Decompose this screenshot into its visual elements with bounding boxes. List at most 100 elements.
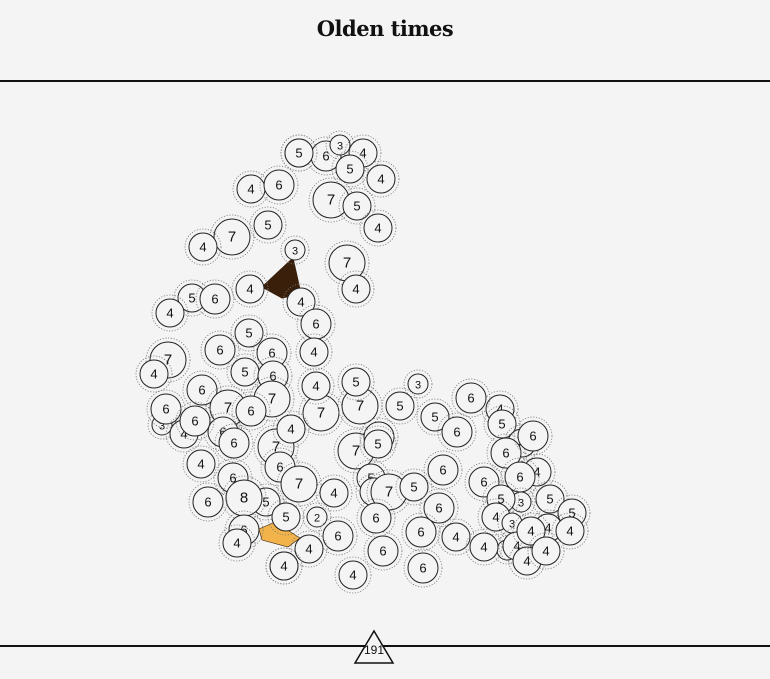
node-24[interactable]: 6 (200, 330, 240, 370)
node-circle[interactable] (455, 382, 487, 414)
node-circle[interactable] (301, 371, 331, 401)
node-circle[interactable] (319, 478, 349, 508)
node-49[interactable]: 6 (437, 412, 477, 452)
node-103[interactable]: 4 (334, 556, 372, 594)
node-101[interactable]: 4 (290, 530, 328, 568)
node-circle[interactable] (341, 274, 371, 304)
node-circle[interactable] (490, 437, 522, 469)
node-circle[interactable] (405, 516, 437, 548)
node-circle[interactable] (555, 516, 585, 546)
node-circle[interactable] (139, 359, 169, 389)
node-circle[interactable] (516, 516, 546, 546)
node-8[interactable]: 7 (308, 177, 354, 223)
node-5[interactable]: 4 (362, 160, 400, 198)
node-9[interactable]: 5 (338, 187, 376, 225)
node-57[interactable]: 5 (359, 425, 397, 463)
node-circle[interactable] (204, 334, 236, 366)
node-circle[interactable] (338, 560, 368, 590)
node-102[interactable]: 4 (265, 547, 303, 585)
node-58[interactable]: 6 (214, 423, 254, 463)
node-circle[interactable] (335, 154, 365, 184)
node-27[interactable]: 4 (295, 333, 333, 371)
node-circle[interactable] (186, 374, 218, 406)
node-22[interactable]: 5 (230, 314, 268, 352)
node-17[interactable]: 4 (231, 270, 269, 308)
node-circle[interactable] (367, 535, 399, 567)
node-circle[interactable] (222, 528, 252, 558)
node-12[interactable]: 7 (209, 214, 255, 260)
node-circle[interactable] (441, 522, 471, 552)
node-circle[interactable] (269, 551, 299, 581)
node-79[interactable]: 4 (315, 474, 353, 512)
node-circle[interactable] (276, 414, 306, 444)
node-99[interactable]: 6 (363, 531, 403, 571)
node-74[interactable]: 6 (419, 488, 459, 528)
node-circle[interactable] (192, 486, 224, 518)
node-45[interactable]: 3 (403, 369, 433, 399)
node-circle[interactable] (284, 239, 306, 261)
node-6[interactable]: 4 (232, 170, 270, 208)
node-86[interactable]: 6 (401, 512, 441, 552)
node-83[interactable]: 5 (267, 498, 305, 536)
node-16[interactable]: 4 (337, 270, 375, 308)
orange-highlight-shape[interactable] (258, 521, 301, 548)
node-23[interactable]: 4 (151, 294, 189, 332)
node-circle[interactable] (218, 427, 250, 459)
node-circle[interactable] (363, 429, 393, 459)
node-circle[interactable] (188, 232, 218, 262)
node-78[interactable]: 6 (356, 498, 396, 538)
node-70[interactable]: 6 (513, 416, 553, 456)
node-circle[interactable] (186, 449, 216, 479)
node-82[interactable]: 2 (302, 502, 332, 532)
node-circle[interactable] (407, 373, 429, 395)
node-80[interactable]: 5 (531, 480, 569, 518)
node-28[interactable]: 5 (226, 353, 264, 391)
node-77[interactable]: 6 (188, 482, 228, 522)
node-circle[interactable] (280, 465, 318, 503)
node-85[interactable]: 4 (218, 524, 256, 562)
node-7[interactable]: 6 (259, 165, 299, 205)
node-34[interactable]: 6 (146, 389, 186, 429)
node-90[interactable]: 4 (437, 518, 475, 556)
node-circle[interactable] (306, 506, 328, 528)
node-54[interactable]: 4 (272, 410, 310, 448)
node-circle[interactable] (235, 395, 267, 427)
node-32[interactable]: 6 (182, 370, 222, 410)
node-10[interactable]: 5 (249, 206, 287, 244)
node-97[interactable]: 4 (551, 512, 589, 550)
node-105[interactable]: 5 (280, 134, 318, 172)
node-circle[interactable] (263, 169, 295, 201)
node-46[interactable]: 5 (416, 398, 454, 436)
node-circle[interactable] (342, 191, 372, 221)
node-circle[interactable] (423, 492, 455, 524)
node-37[interactable]: 4 (297, 367, 335, 405)
node-63[interactable]: 7 (276, 461, 322, 507)
node-11[interactable]: 4 (359, 209, 397, 247)
node-circle[interactable] (535, 484, 565, 514)
node-98[interactable]: 4 (527, 532, 565, 570)
node-104[interactable]: 6 (403, 548, 443, 588)
node-circle[interactable] (284, 138, 314, 168)
node-circle[interactable] (299, 337, 329, 367)
node-44[interactable]: 5 (381, 387, 419, 425)
node-circle[interactable] (487, 409, 517, 439)
node-circle[interactable] (420, 402, 450, 432)
node-91[interactable]: 4 (465, 528, 503, 566)
node-30[interactable]: 4 (135, 355, 173, 393)
node-65[interactable]: 6 (486, 433, 526, 473)
node-circle[interactable] (234, 318, 264, 348)
node-100[interactable]: 6 (318, 516, 358, 556)
node-circle[interactable] (531, 536, 561, 566)
node-circle[interactable] (469, 532, 499, 562)
node-circle[interactable] (155, 298, 185, 328)
node-55[interactable]: 4 (182, 445, 220, 483)
node-circle[interactable] (366, 164, 396, 194)
node-4[interactable]: 5 (331, 150, 369, 188)
node-circle[interactable] (517, 420, 549, 452)
node-96[interactable]: 4 (512, 512, 550, 550)
node-circle[interactable] (199, 283, 231, 315)
node-circle[interactable] (294, 534, 324, 564)
node-68[interactable]: 5 (395, 468, 433, 506)
node-circle[interactable] (441, 416, 473, 448)
